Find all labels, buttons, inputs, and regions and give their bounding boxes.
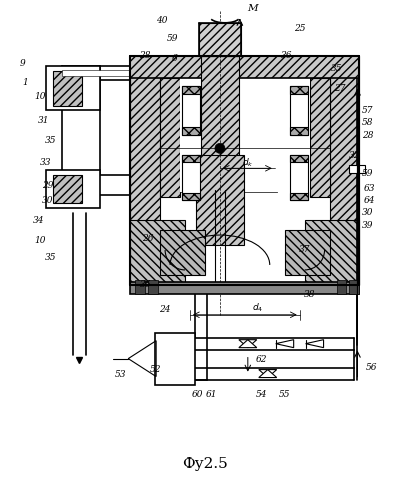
Text: 1: 1 <box>23 78 29 87</box>
Bar <box>201 56 239 220</box>
Polygon shape <box>239 340 257 348</box>
Text: 40: 40 <box>156 16 168 25</box>
Bar <box>290 193 308 200</box>
Bar <box>349 280 359 294</box>
Bar <box>130 282 359 294</box>
Text: 59: 59 <box>362 169 373 178</box>
Bar <box>239 78 310 192</box>
Bar <box>160 78 180 197</box>
Bar <box>310 78 330 197</box>
Bar <box>180 78 201 192</box>
Text: 35: 35 <box>331 64 342 73</box>
Text: 35: 35 <box>45 136 56 145</box>
Bar <box>180 78 277 192</box>
Text: 25: 25 <box>294 24 305 33</box>
Text: 37: 37 <box>299 246 310 254</box>
Bar <box>290 155 308 162</box>
Text: 53: 53 <box>114 370 126 379</box>
Bar <box>46 170 100 208</box>
Bar <box>182 85 200 135</box>
Text: 38: 38 <box>304 290 315 299</box>
Text: 30: 30 <box>362 208 373 217</box>
Bar <box>130 56 359 78</box>
Text: 33: 33 <box>40 158 51 167</box>
Polygon shape <box>259 370 277 378</box>
Text: 26: 26 <box>143 234 154 243</box>
Bar <box>155 333 195 385</box>
Text: M: M <box>247 4 258 13</box>
Bar <box>290 155 308 200</box>
Text: 54: 54 <box>256 390 268 399</box>
Bar <box>46 66 100 110</box>
Text: 56: 56 <box>366 363 377 372</box>
Text: 60: 60 <box>191 390 203 399</box>
Text: 10: 10 <box>35 92 46 101</box>
Bar <box>285 230 330 275</box>
Bar <box>182 127 200 135</box>
Text: $d_k$: $d_k$ <box>242 156 254 169</box>
Text: 59: 59 <box>166 34 178 43</box>
Text: 29: 29 <box>42 181 53 190</box>
Text: 36: 36 <box>139 280 151 289</box>
Text: 28: 28 <box>362 131 373 140</box>
Bar <box>337 280 347 294</box>
Bar <box>160 230 205 275</box>
Bar <box>130 220 185 285</box>
Bar <box>290 85 308 135</box>
Text: 63: 63 <box>364 184 375 193</box>
Text: 31: 31 <box>38 116 49 125</box>
Text: 61: 61 <box>206 390 218 399</box>
Text: 6: 6 <box>172 54 178 63</box>
Text: $d_4$: $d_4$ <box>252 301 264 314</box>
Bar <box>182 85 200 93</box>
Text: 35: 35 <box>45 253 56 262</box>
Bar <box>182 155 200 200</box>
Text: 55: 55 <box>279 390 291 399</box>
Text: 27: 27 <box>334 84 345 93</box>
Bar <box>330 56 359 285</box>
Text: 10: 10 <box>35 236 46 245</box>
Bar <box>148 280 158 294</box>
Text: 58: 58 <box>362 118 373 127</box>
Text: 62: 62 <box>256 355 268 364</box>
Text: 57: 57 <box>362 106 373 115</box>
Text: 30: 30 <box>42 196 53 205</box>
Bar <box>62 70 130 76</box>
Bar <box>304 220 359 285</box>
Text: 9: 9 <box>20 59 25 68</box>
Bar <box>52 175 83 203</box>
Text: 52: 52 <box>149 365 161 374</box>
Text: 32: 32 <box>349 151 360 160</box>
Bar <box>135 280 145 294</box>
Bar <box>290 85 308 93</box>
Text: 64: 64 <box>364 196 375 205</box>
Bar <box>130 56 160 285</box>
Text: 36: 36 <box>281 51 293 60</box>
Bar <box>52 71 83 105</box>
Bar <box>196 155 244 245</box>
Bar <box>290 127 308 135</box>
Bar <box>199 23 241 56</box>
Polygon shape <box>259 370 277 378</box>
Text: 28: 28 <box>139 51 151 60</box>
Bar <box>182 155 200 162</box>
Text: 24: 24 <box>159 305 171 314</box>
Bar <box>349 165 365 173</box>
Bar <box>182 193 200 200</box>
Text: Фу2.5: Фу2.5 <box>182 457 228 471</box>
Polygon shape <box>239 340 257 348</box>
Text: 39: 39 <box>362 221 373 230</box>
Text: 34: 34 <box>33 216 44 225</box>
Circle shape <box>215 143 225 153</box>
